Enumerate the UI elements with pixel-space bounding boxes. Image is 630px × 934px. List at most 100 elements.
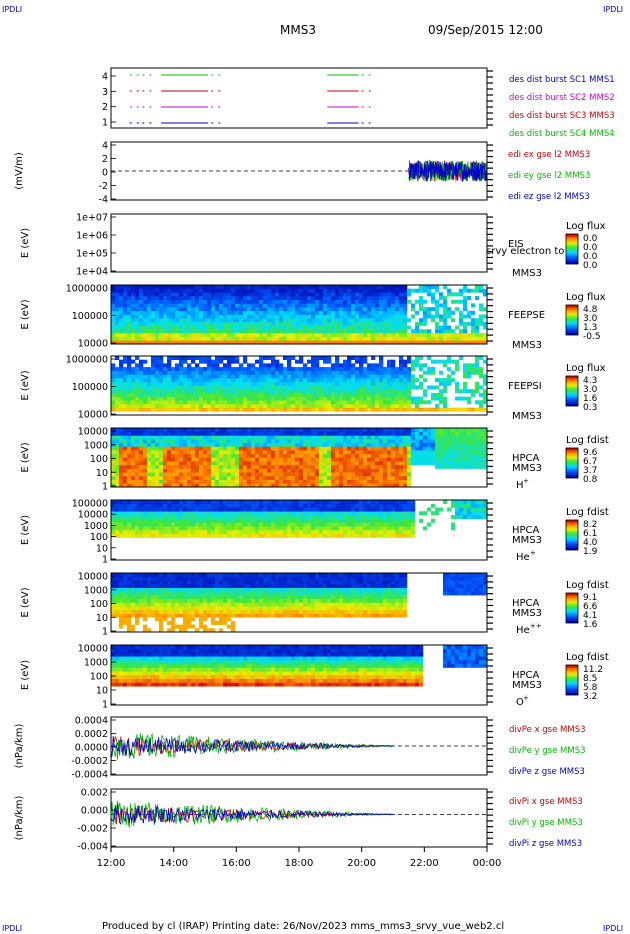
spectrogram-cell (163, 310, 168, 315)
spectrogram-cell (151, 442, 156, 447)
spectrogram-cell (275, 363, 280, 368)
spectrogram-cell (359, 522, 364, 527)
spectrogram-cell (115, 522, 120, 527)
spectrogram-cell (275, 431, 280, 436)
spectrogram-cell (403, 435, 408, 440)
spectrogram-cell (203, 468, 208, 473)
spectrogram-cell (211, 507, 216, 512)
spectrogram-cell (199, 511, 204, 516)
spectrogram-cell (275, 340, 280, 345)
spectrogram-cell (243, 374, 248, 379)
spectrogram-cell (183, 310, 188, 315)
spectrogram-cell (315, 296, 320, 301)
spectrogram-cell (323, 522, 328, 527)
spectrogram-cell (151, 533, 156, 538)
spectrogram-cell (143, 503, 148, 508)
spectrogram-cell (459, 340, 464, 345)
spectrogram-cell (127, 453, 132, 458)
spectrogram-cell (287, 392, 292, 397)
spectrogram-cell (191, 321, 196, 326)
spectrogram-cell (439, 439, 444, 444)
spectrogram-cell (123, 522, 128, 527)
spectrogram-cell (123, 329, 128, 334)
spectrogram-cell (307, 367, 312, 372)
spectrogram-cell (195, 381, 200, 386)
spectrogram-cell (291, 500, 296, 505)
spectrogram-cell (383, 318, 388, 323)
spectrogram-cell (363, 292, 368, 297)
spectrogram-cell (223, 442, 228, 447)
spectrogram-cell (115, 450, 120, 455)
panel-feepsi-colorbar-step (566, 386, 578, 389)
spectrogram-cell (231, 299, 236, 304)
spectrogram-cell (463, 321, 468, 326)
spectrogram-cell (243, 396, 248, 401)
spectrogram-cell (175, 314, 180, 319)
spectrogram-cell (191, 389, 196, 394)
spectrogram-cell (163, 526, 168, 531)
spectrogram-cell (387, 461, 392, 466)
spectrogram-cell (119, 307, 124, 312)
spectrogram-cell (119, 400, 124, 405)
spacecraft-label: MMS3 (512, 268, 542, 279)
spectrogram-cell (203, 518, 208, 523)
spectrogram-cell (379, 296, 384, 301)
spectrogram-cell (259, 292, 264, 297)
spectrogram-cell (459, 407, 464, 412)
spectrogram-cell (295, 442, 300, 447)
spectrogram-cell (215, 356, 220, 360)
spectrogram-cell (135, 318, 140, 323)
spectrogram-cell (195, 303, 200, 308)
panel-feepsi-colorbar-step (566, 400, 578, 402)
spectrogram-cell (343, 385, 348, 390)
spectrogram-cell (155, 428, 160, 432)
spectrogram-cell (275, 396, 280, 401)
spectrogram-cell (371, 292, 376, 297)
spectrogram-cell (223, 457, 228, 462)
spectrogram-cell (343, 340, 348, 345)
spectrogram-cell (227, 479, 232, 484)
spectrogram-cell (483, 464, 488, 469)
spectrogram-cell (111, 381, 116, 386)
spectrogram-cell (415, 340, 420, 345)
spectrogram-cell (359, 461, 364, 466)
spectrogram-cell (311, 314, 316, 319)
spectrogram-cell (319, 356, 324, 360)
spectrogram-cell (339, 468, 344, 473)
spectrogram-cell (323, 314, 328, 319)
spectrogram-cell (291, 446, 296, 451)
spectrogram-cell (295, 396, 300, 401)
spectrogram-cell (331, 314, 336, 319)
spectrogram-cell (315, 374, 320, 379)
spectrogram-cell (399, 428, 404, 432)
spectrogram-cell (115, 292, 120, 297)
spectrogram-cell (231, 378, 236, 383)
spectrogram-cell (335, 511, 340, 516)
spectrogram-cell (395, 522, 400, 527)
spectrogram-cell (187, 461, 192, 466)
spectrogram-cell (407, 385, 412, 390)
spectrogram-cell (235, 329, 240, 334)
spectrogram-cell (147, 515, 152, 520)
spectrogram-cell (211, 533, 216, 538)
spectrogram-cell (131, 332, 136, 337)
spectrogram-cell (459, 431, 464, 436)
spectrogram-cell (399, 457, 404, 462)
spectrogram-cell (323, 329, 328, 334)
spectrogram-cell (463, 307, 468, 312)
spectrogram-cell (267, 511, 272, 516)
spectrogram-cell (175, 507, 180, 512)
spectrogram-cell (291, 389, 296, 394)
panel-feepse-colorbar-step (566, 306, 578, 309)
spectrogram-cell (359, 518, 364, 523)
spectrogram-cell (451, 370, 456, 375)
panel-hpca_h-colorbar-step (566, 475, 578, 477)
spectrogram-cell (219, 385, 224, 390)
spectrogram-cell (267, 389, 272, 394)
spectrogram-cell (255, 472, 260, 477)
spectrogram-cell (163, 446, 168, 451)
spectrogram-cell (127, 475, 132, 480)
spectrogram-cell (259, 507, 264, 512)
spectrogram-cell (215, 332, 220, 337)
spectrogram-cell (379, 359, 384, 364)
